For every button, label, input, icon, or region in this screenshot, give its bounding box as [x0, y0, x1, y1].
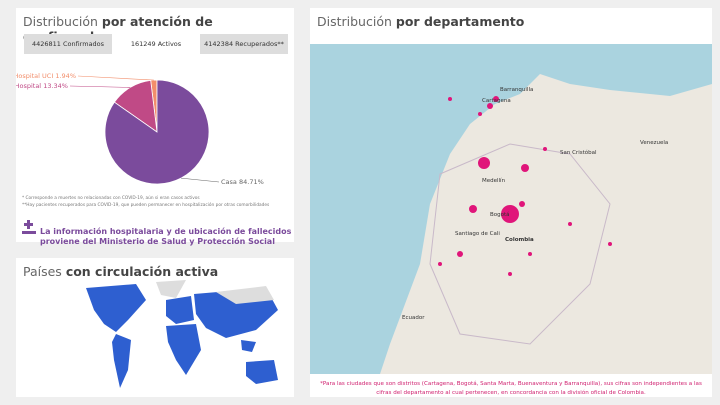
slice-value: 84.71%: [239, 178, 264, 186]
slice-label: Hospital UCI 1.94%: [16, 72, 76, 80]
slice-value: 1.94%: [55, 72, 76, 80]
map-labels: Venezuela Colombia Ecuador Medellín Bogo…: [402, 87, 668, 321]
tab[interactable]: 4142384 Recuperados**: [204, 40, 284, 48]
title-light: Distribución: [23, 14, 98, 29]
map-label: Colombia: [505, 237, 534, 243]
map-label: Barranquilla: [500, 87, 533, 93]
map-label: Santiago de Cali: [455, 231, 500, 237]
map-label: Cartagena: [482, 98, 511, 104]
map-label: San Cristóbal: [560, 149, 597, 156]
info-text: La información hospitalaria y de ubicaci…: [40, 227, 292, 246]
tab[interactable]: 161249 Activos: [112, 34, 200, 54]
title-light: Distribución: [317, 14, 392, 29]
department-map: Venezuela Colombia Ecuador Medellín Bogo…: [310, 44, 712, 374]
map-label: Ecuador: [402, 315, 425, 321]
slice-name: Hospital UCI: [16, 72, 53, 80]
leader-line: [180, 177, 220, 183]
footnote: * Corresponde a muertes no relacionadas …: [22, 196, 200, 201]
tab[interactable]: 4426811 Confirmados: [31, 40, 105, 48]
title-light: Países: [23, 264, 62, 279]
slice-value: 13.34%: [43, 82, 68, 90]
map-label: Bogotá: [490, 211, 510, 218]
countries-panel: Países con circulación activa: [16, 258, 294, 397]
hospital-icon: [22, 220, 36, 234]
world-map: [86, 280, 278, 388]
title-bold: con circulación activa: [65, 264, 219, 279]
slice-label: Hospital 13.34%: [16, 82, 68, 90]
footnote: **Hay pacientes recuperados para COVID-1…: [22, 203, 270, 208]
tabs: 4426811 Confirmados 161249 Activos 41423…: [24, 34, 288, 54]
map-label: Medellín: [482, 177, 506, 184]
pie-chart: Hospital UCI 1.94% Hospital 13.34% Casa 84…: [16, 72, 264, 186]
left-panel: Distribución por atención de confirmados…: [16, 8, 294, 246]
map-panel: Distribución por departamento Venezuela …: [310, 8, 712, 397]
leader-line: [69, 85, 131, 88]
slice-label: Casa 84.71%: [221, 178, 264, 186]
note: *Para las ciudades que son distritos (Ca…: [320, 381, 702, 396]
leader-line: [77, 75, 154, 81]
slice-name: Hospital: [16, 82, 41, 90]
slice-name: Casa: [221, 178, 237, 186]
city-bubbles: [438, 96, 612, 276]
title-bold: por departamento: [395, 14, 525, 29]
map-label: Venezuela: [640, 140, 668, 146]
panel-title: Países con circulación activa: [16, 258, 294, 279]
panel-title: Distribución por departamento: [310, 8, 712, 29]
pie-slice: [104, 79, 210, 185]
